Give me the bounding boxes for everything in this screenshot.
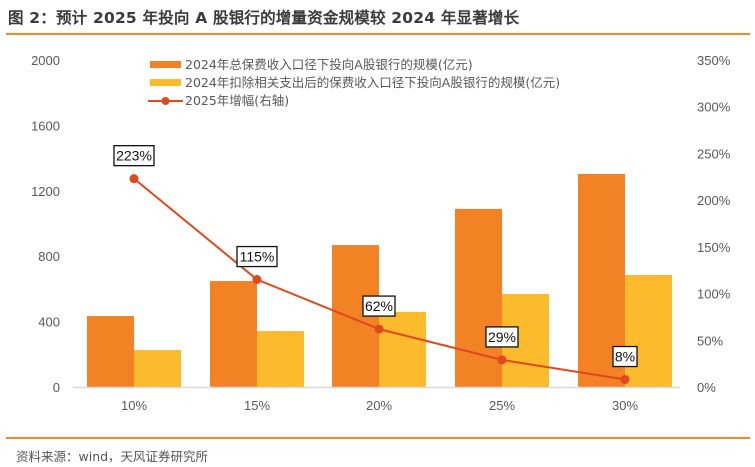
- data-labels: 223% 115% 62% 29% 8%: [113, 145, 638, 368]
- bar-net-premium: [379, 311, 426, 387]
- chart-title: 图 2：预计 2025 年投向 A 股银行的增量资金规模较 2024 年显著增长: [8, 9, 520, 27]
- growth-point: [374, 324, 384, 334]
- svg-text:62%: 62%: [365, 298, 393, 314]
- growth-point: [252, 275, 262, 285]
- right-axis: 0% 50% 100% 150% 200% 250% 300% 350%: [697, 53, 731, 395]
- svg-text:115%: 115%: [240, 249, 275, 265]
- legend-marker-icon: [161, 97, 170, 105]
- growth-data-label: 223%: [113, 145, 155, 167]
- legend-swatch-orange: [150, 61, 181, 68]
- chart: 2024年总保费收入口径下投向A股银行的规模(亿元) 2024年扣除相关支出后的保…: [31, 53, 731, 413]
- right-axis-tick: 50%: [697, 333, 723, 348]
- line-series: [129, 174, 630, 385]
- growth-data-label: 115%: [236, 245, 278, 268]
- right-axis-tick: 300%: [697, 100, 731, 115]
- right-axis-tick: 100%: [697, 287, 731, 302]
- legend-label: 2024年扣除相关支出后的保费收入口径下投向A股银行的规模(亿元): [185, 75, 560, 90]
- legend-label: 2025年增幅(右轴): [185, 93, 289, 108]
- x-axis-tick: 20%: [366, 398, 392, 413]
- svg-text:29%: 29%: [488, 329, 516, 345]
- right-axis-tick: 200%: [697, 193, 731, 208]
- right-axis-tick: 250%: [697, 146, 731, 161]
- bar-net-premium: [625, 275, 672, 387]
- growth-data-label: 29%: [485, 326, 519, 348]
- x-axis: 10% 15% 20% 25% 30%: [121, 398, 638, 413]
- legend-item-net-premium: 2024年扣除相关支出后的保费收入口径下投向A股银行的规模(亿元): [150, 75, 560, 90]
- legend-item-growth: 2025年增幅(右轴): [148, 93, 289, 108]
- left-axis: 0 400 800 1200 1600 2000: [31, 53, 60, 395]
- right-axis-tick: 350%: [697, 53, 731, 68]
- legend-swatch-yellow: [150, 79, 181, 86]
- left-axis-tick: 1200: [31, 184, 60, 199]
- x-axis-tick: 15%: [244, 398, 270, 413]
- top-divider: [6, 33, 750, 35]
- x-axis-tick: 25%: [489, 398, 515, 413]
- bar-net-premium: [257, 331, 304, 387]
- x-axis-tick: 10%: [121, 398, 147, 413]
- growth-point: [129, 174, 139, 184]
- left-axis-tick: 400: [38, 315, 60, 330]
- bottom-divider: [6, 437, 750, 439]
- legend: 2024年总保费收入口径下投向A股银行的规模(亿元) 2024年扣除相关支出后的保…: [148, 57, 560, 108]
- growth-point: [497, 355, 507, 365]
- legend-item-total-premium: 2024年总保费收入口径下投向A股银行的规模(亿元): [150, 57, 473, 72]
- right-axis-tick: 0%: [697, 380, 716, 395]
- svg-text:223%: 223%: [116, 148, 152, 164]
- growth-data-label: 8%: [612, 345, 638, 368]
- bar-total-premium: [455, 208, 502, 387]
- svg-text:8%: 8%: [615, 349, 635, 365]
- left-axis-tick: 2000: [31, 53, 60, 68]
- growth-data-label: 62%: [362, 295, 396, 317]
- right-axis-tick: 150%: [697, 240, 731, 255]
- source-note: 资料来源：wind，天风证券研究所: [16, 449, 209, 464]
- legend-label: 2024年总保费收入口径下投向A股银行的规模(亿元): [185, 57, 473, 72]
- bars: [87, 173, 672, 387]
- growth-point: [620, 375, 630, 385]
- left-axis-tick: 1600: [31, 118, 60, 133]
- left-axis-tick: 0: [53, 380, 60, 395]
- left-axis-tick: 800: [38, 249, 60, 264]
- x-axis-tick: 30%: [612, 398, 638, 413]
- bar-total-premium: [210, 281, 257, 387]
- bar-net-premium: [134, 350, 181, 387]
- bar-total-premium: [87, 316, 134, 387]
